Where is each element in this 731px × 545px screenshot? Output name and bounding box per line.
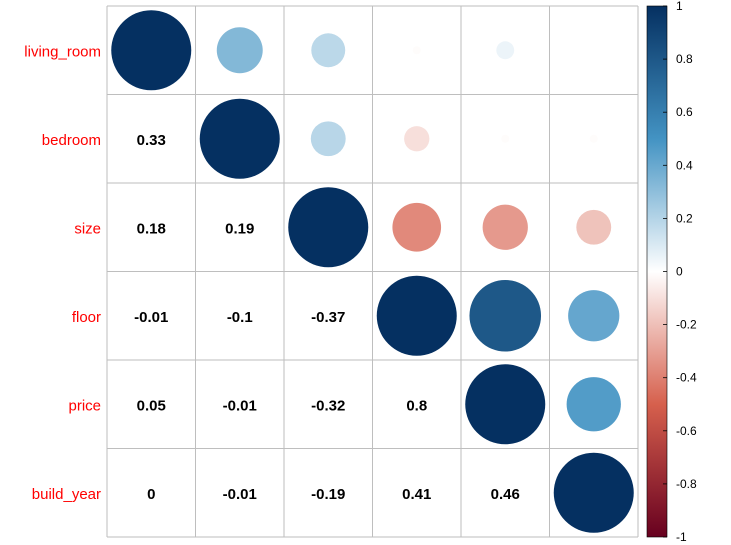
corr-circle-living_room-bedroom xyxy=(216,27,263,74)
row-label-bedroom: bedroom xyxy=(42,132,101,149)
colorbar-tick-label: -0.6 xyxy=(676,424,697,438)
corr-circle-size-build_year xyxy=(576,209,612,245)
colorbar: 1 0.8 0.6 0.4 0.2 0 -0.2 -0.4 -0.6 -0.8 -1 xyxy=(646,0,697,544)
corr-circle-size-price xyxy=(482,204,528,250)
correlation-grid xyxy=(106,5,639,538)
colorbar-tick-label: 0 xyxy=(676,265,683,279)
corr-value-floor-bedroom: -0.1 xyxy=(227,309,253,326)
corr-circle-floor-price xyxy=(469,279,542,352)
colorbar-tick-label: 1 xyxy=(676,0,683,13)
corr-circle-bedroom-floor xyxy=(404,126,430,152)
corr-circle-living_room-price xyxy=(496,41,515,60)
corr-circle-living_room-living_room xyxy=(111,10,192,91)
correlation-marks: 0.33 0.18 0.19 -0.01 -0.1 -0.37 0.05 -0.01 -0.32… xyxy=(111,10,634,533)
corr-value-price-living_room: 0.05 xyxy=(137,397,166,414)
corr-circle-price-price xyxy=(465,364,546,445)
colorbar-tick-label: -0.2 xyxy=(676,318,697,332)
row-label-living_room: living_room xyxy=(24,43,101,60)
colorbar-tick-label: 0.4 xyxy=(676,158,693,172)
corr-circle-bedroom-bedroom xyxy=(199,98,280,179)
corr-circle-floor-floor xyxy=(376,275,457,356)
corr-value-price-floor: 0.8 xyxy=(406,397,427,414)
colorbar-tick-label: 0.2 xyxy=(676,211,693,225)
corr-value-build_year-floor: 0.41 xyxy=(402,486,431,503)
corr-value-size-living_room: 0.18 xyxy=(137,220,166,237)
corr-circle-floor-build_year xyxy=(568,290,620,342)
corr-circle-price-build_year xyxy=(566,377,621,432)
corr-value-floor-size: -0.37 xyxy=(311,309,345,326)
corr-value-size-bedroom: 0.19 xyxy=(225,220,254,237)
colorbar-tick-label: -0.8 xyxy=(676,477,697,491)
row-label-build_year: build_year xyxy=(32,486,101,503)
colorbar-tick-label: -1 xyxy=(676,530,687,544)
corr-circle-size-size xyxy=(288,187,369,268)
corr-circle-bedroom-price xyxy=(501,134,510,143)
corr-value-build_year-living_room: 0 xyxy=(147,486,155,503)
corr-circle-bedroom-size xyxy=(310,121,346,157)
corr-circle-living_room-size xyxy=(311,33,346,68)
colorbar-tick-label: -0.4 xyxy=(676,371,697,385)
corr-value-price-bedroom: -0.01 xyxy=(223,397,257,414)
corr-circle-living_room-floor xyxy=(412,46,421,55)
corr-value-build_year-price: 0.46 xyxy=(491,486,520,503)
colorbar-tick-label: 0.8 xyxy=(676,52,693,66)
corr-value-build_year-size: -0.19 xyxy=(311,486,345,503)
row-label-size: size xyxy=(74,220,101,237)
corr-value-floor-living_room: -0.01 xyxy=(134,309,168,326)
corr-circle-size-floor xyxy=(392,202,442,252)
corr-value-bedroom-living_room: 0.33 xyxy=(137,132,166,149)
colorbar-tick-label: 0.6 xyxy=(676,105,693,119)
corr-circle-bedroom-build_year xyxy=(589,134,598,143)
corr-value-price-size: -0.32 xyxy=(311,397,345,414)
row-label-price: price xyxy=(68,397,101,414)
row-label-floor: floor xyxy=(72,309,101,326)
corr-value-build_year-bedroom: -0.01 xyxy=(223,486,257,503)
corr-circle-build_year-build_year xyxy=(553,452,634,533)
